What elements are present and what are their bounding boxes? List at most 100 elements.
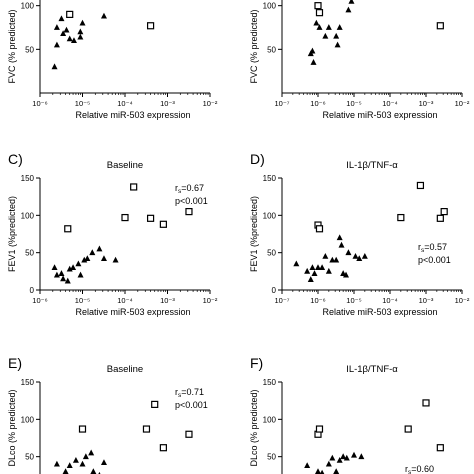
y-axis-label: FEV1 (%predicted) xyxy=(249,196,259,272)
stat-value: p<0.001 xyxy=(418,255,451,265)
panel-b: 50 100 10⁻⁷ 10⁻⁶ 10⁻⁵ 10⁻⁴ 10⁻³ 10⁻² Relative mi… xyxy=(249,0,470,120)
triangle-point xyxy=(343,454,350,461)
x-tick-label: 10⁻⁶ xyxy=(32,99,47,108)
square-point xyxy=(146,22,155,30)
x-tick-label: 10⁻³ xyxy=(419,99,434,108)
square-point xyxy=(436,22,444,30)
triangle-point xyxy=(311,270,318,276)
panel-a: 50 100 10⁻⁶ 10⁻⁵ 10⁻⁴ 10⁻³ 10⁻² Relative miR-50… xyxy=(7,0,218,120)
triangle-point xyxy=(325,267,332,274)
x-tick-label: 10⁻⁵ xyxy=(75,296,90,305)
stat-annotation: p<0.001 xyxy=(175,196,208,206)
x-axis-label: Relative miR-503 expression xyxy=(75,307,190,317)
square-point xyxy=(440,208,448,216)
triangle-point xyxy=(304,267,311,274)
y-axis-label: FVC (% predicted) xyxy=(249,9,259,83)
stat-subscript: s xyxy=(178,392,182,399)
triangle-point xyxy=(53,41,60,48)
triangle-point xyxy=(70,37,77,43)
triangle-point xyxy=(90,468,97,474)
triangle-point xyxy=(58,270,65,276)
triangle-point xyxy=(79,460,86,467)
y-tick-label: 100 xyxy=(263,211,277,220)
triangle-point xyxy=(66,35,73,42)
triangle-point xyxy=(325,460,332,467)
y-tick-label: 150 xyxy=(21,378,35,387)
triangle-point xyxy=(82,453,89,460)
triangle-point xyxy=(60,30,67,37)
triangle-point xyxy=(100,255,107,262)
y-tick-label: 0 xyxy=(272,286,277,295)
triangle-point xyxy=(316,24,323,30)
x-tick-label: 10⁻⁵ xyxy=(346,296,361,305)
triangle-point xyxy=(63,26,70,33)
y-tick-label: 150 xyxy=(263,378,277,387)
panel-d: D) IL-1β/TNF-α 0 50 100 150 10⁻⁷ 10⁻⁶ 10⁻⁵ 10⁻⁴ 10… xyxy=(249,151,470,317)
panel-label: F) xyxy=(250,355,263,371)
triangle-point xyxy=(333,468,340,474)
triangle-point xyxy=(319,469,325,474)
y-axis-label: DLco (% predicted) xyxy=(249,389,259,466)
triangle-point xyxy=(333,256,340,263)
triangle-point xyxy=(322,253,329,259)
chart-title: Baseline xyxy=(107,364,143,375)
panel-e: E) Baseline 50 100 150 DLco (% predicted) rs=0… xyxy=(7,355,208,474)
triangle-point xyxy=(98,471,101,474)
triangle-point xyxy=(319,264,326,270)
stat-prefix: r xyxy=(418,242,421,252)
square-point xyxy=(185,430,193,438)
square-point xyxy=(416,181,425,190)
stat-annotation: rs=0.60 xyxy=(405,464,434,474)
triangle-point xyxy=(329,454,336,461)
triangle-point xyxy=(309,264,316,270)
x-tick-label: 10⁻³ xyxy=(160,99,175,108)
triangle-point xyxy=(84,255,91,262)
stat-annotation: rs=0.67 xyxy=(175,183,204,195)
triangle-point xyxy=(79,19,86,26)
triangle-point xyxy=(77,28,84,35)
y-axis-label: FVC (% predicted) xyxy=(7,9,17,83)
panel-label: E) xyxy=(8,355,22,371)
y-tick-label: 0 xyxy=(30,286,35,295)
stat-annotation: p<0.001 xyxy=(175,400,208,410)
x-tick-label: 10⁻⁴ xyxy=(382,296,398,305)
chart-title: Baseline xyxy=(107,160,143,171)
y-tick-label: 50 xyxy=(267,45,276,54)
triangle-point xyxy=(72,457,79,463)
triangle-point xyxy=(66,265,73,272)
triangle-point xyxy=(313,19,320,26)
stat-annotation: p<0.001 xyxy=(418,255,451,265)
triangle-point xyxy=(343,271,350,278)
triangle-point xyxy=(70,264,77,270)
triangle-point xyxy=(348,0,355,4)
triangle-point xyxy=(322,32,329,39)
y-tick-label: 100 xyxy=(263,415,277,424)
y-tick-label: 50 xyxy=(267,453,276,462)
triangle-point xyxy=(60,275,67,282)
stat-subscript: s xyxy=(421,247,425,254)
square-point xyxy=(314,2,322,10)
x-axis-label: Relative miR-503 expression xyxy=(322,110,437,120)
square-point xyxy=(315,225,324,233)
stat-value: =0.71 xyxy=(181,387,204,397)
triangle-point xyxy=(53,24,60,30)
triangle-point xyxy=(345,249,352,256)
square-point xyxy=(121,213,129,222)
triangle-point xyxy=(315,264,321,270)
triangle-point xyxy=(315,468,321,474)
y-tick-label: 50 xyxy=(25,45,34,54)
triangle-point xyxy=(333,32,340,39)
triangle-point xyxy=(307,276,314,282)
triangle-point xyxy=(96,245,103,252)
triangle-point xyxy=(100,12,107,19)
panel-label: C) xyxy=(8,151,23,167)
y-tick-label: 100 xyxy=(21,415,35,424)
x-axis-label: Relative miR-503 expression xyxy=(75,110,190,120)
stat-value: p<0.001 xyxy=(175,196,208,206)
triangle-point xyxy=(62,468,69,474)
panel-f: F) IL-1β/TNF-α 50 100 150 DLco (% predicted) r… xyxy=(249,355,444,474)
x-tick-label: 10⁻⁷ xyxy=(274,296,289,305)
triangle-point xyxy=(51,264,58,270)
x-tick-label: 10⁻⁴ xyxy=(117,296,133,305)
